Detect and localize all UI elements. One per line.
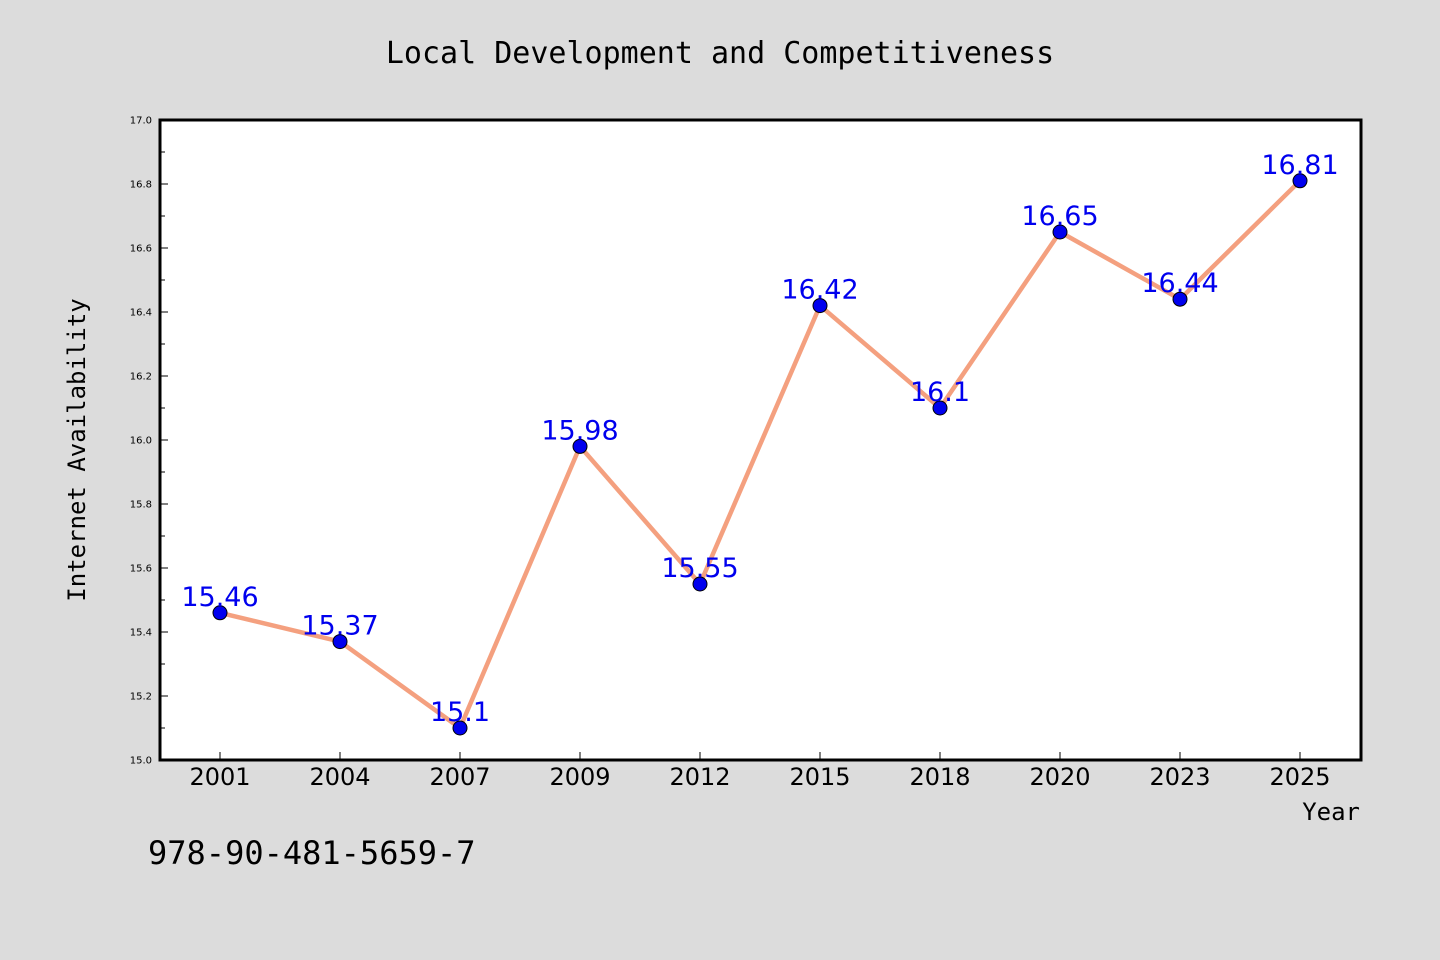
x-tick-label: 2018 bbox=[909, 763, 970, 791]
data-value-label: 15.55 bbox=[661, 553, 738, 584]
series-line bbox=[217, 178, 1303, 731]
data-point-marker bbox=[572, 438, 588, 454]
data-value-label: 16.81 bbox=[1261, 150, 1338, 181]
y-tick-label: 15.8 bbox=[130, 500, 152, 511]
data-point-marker bbox=[932, 400, 948, 416]
data-value-label: 16.42 bbox=[781, 275, 858, 306]
y-tick-label: 17.0 bbox=[130, 116, 152, 127]
y-tick-label: 16.0 bbox=[130, 436, 152, 447]
data-value-label: 16.65 bbox=[1021, 201, 1098, 232]
data-point-marker bbox=[212, 605, 228, 621]
x-tick-label: 2009 bbox=[549, 763, 610, 791]
data-markers bbox=[212, 173, 1308, 736]
y-tick-label: 16.8 bbox=[130, 180, 152, 191]
y-tick-label: 16.2 bbox=[130, 372, 152, 383]
x-tick-label: 2004 bbox=[309, 763, 370, 791]
y-tick-label: 15.6 bbox=[130, 564, 152, 575]
x-axis-label: Year bbox=[1302, 798, 1360, 826]
data-labels: 15.46 15.37 15.1 15.98 15.55 16.42 16.1 16.65 16… bbox=[181, 150, 1338, 728]
data-point-marker bbox=[1172, 291, 1188, 307]
x-tick-label: 2007 bbox=[429, 763, 490, 791]
x-tick-label: 2023 bbox=[1149, 763, 1210, 791]
y-tick-labels: 15.0 15.2 15.4 15.6 15.8 16.0 16.2 16.4 16.6 16.8… bbox=[130, 116, 152, 767]
data-value-label: 16.44 bbox=[1141, 268, 1218, 299]
y-tick-label: 16.4 bbox=[130, 308, 152, 319]
footer-code: 978-90-481-5659-7 bbox=[148, 834, 476, 872]
y-tick-label: 16.6 bbox=[130, 244, 152, 255]
x-tick-label: 2001 bbox=[189, 763, 250, 791]
data-value-label: 15.46 bbox=[181, 582, 258, 613]
y-tick-label: 15.0 bbox=[130, 756, 152, 767]
data-point-marker bbox=[1292, 173, 1308, 189]
data-value-label: 16.1 bbox=[910, 377, 970, 408]
y-axis-label: Internet Availability bbox=[63, 298, 91, 601]
x-tick-label: 2025 bbox=[1269, 763, 1330, 791]
y-tick-label: 15.4 bbox=[130, 628, 152, 639]
chart-title: Local Development and Competitiveness bbox=[386, 36, 1054, 71]
x-tick-label: 2020 bbox=[1029, 763, 1090, 791]
data-value-label: 15.98 bbox=[541, 415, 618, 446]
data-value-label: 15.37 bbox=[301, 611, 378, 642]
x-tick-label: 2012 bbox=[669, 763, 730, 791]
data-point-marker bbox=[812, 298, 828, 314]
series-line-group bbox=[217, 178, 1303, 731]
data-point-marker bbox=[692, 576, 708, 592]
data-point-marker bbox=[332, 634, 348, 650]
x-tick-label: 2015 bbox=[789, 763, 850, 791]
plot-frame bbox=[158, 118, 1363, 762]
data-value-label: 15.1 bbox=[430, 697, 490, 728]
x-tick-labels: 2001 2004 2007 2009 2012 2015 2018 2020 2023 2025 bbox=[189, 763, 1330, 791]
data-point-marker bbox=[452, 720, 468, 736]
data-point-marker bbox=[1052, 224, 1068, 240]
y-tick-label: 15.2 bbox=[130, 692, 152, 703]
